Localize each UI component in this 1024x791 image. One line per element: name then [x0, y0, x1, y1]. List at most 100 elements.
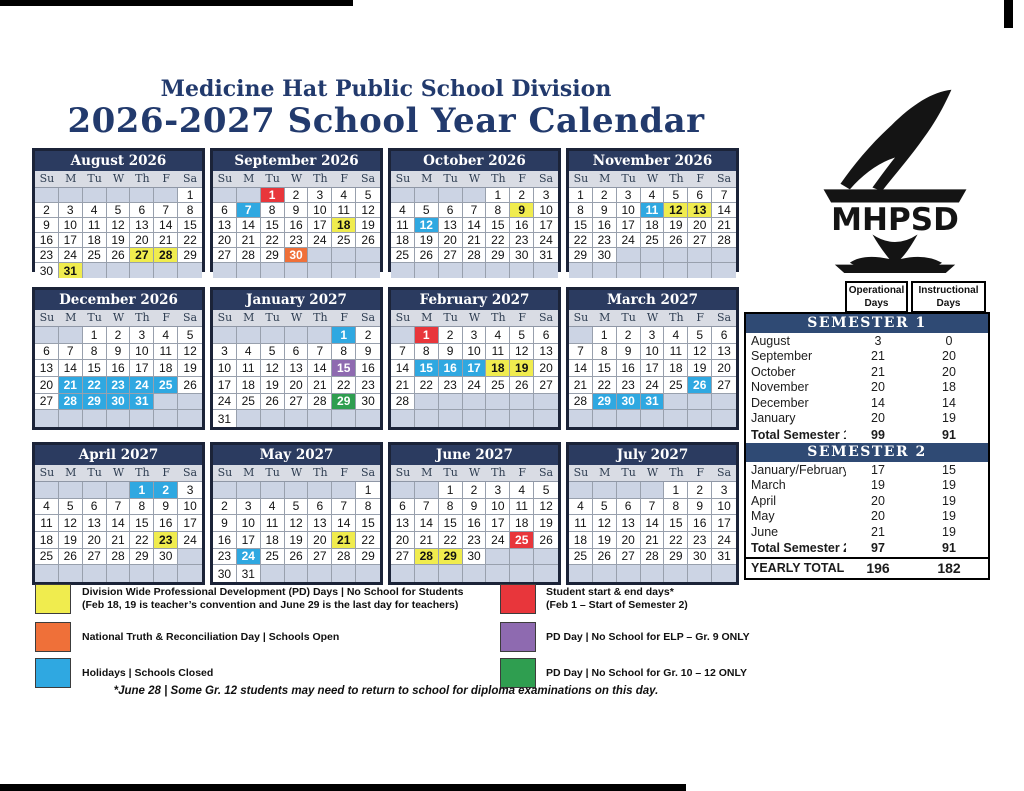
empty-cell: [82, 410, 107, 427]
legend-line: (Feb 18, 19 is teacher’s convention and …: [82, 599, 459, 611]
day-cell: 30: [688, 548, 713, 566]
operational-days-column-header: Operational Days: [845, 281, 908, 313]
day-cell: 8: [260, 203, 285, 218]
operational-days-value: 17: [871, 462, 885, 477]
day-cell-blue: 29: [592, 393, 617, 411]
day-cell: 18: [35, 531, 59, 549]
empty-cell: [438, 263, 463, 278]
month-title: April 2027: [35, 445, 202, 465]
summary-label: May: [751, 509, 775, 524]
day-cell: 19: [178, 360, 202, 377]
weekday-label: Tu: [87, 466, 102, 479]
weekday-label: Tu: [443, 172, 458, 185]
day-cell: 17: [236, 531, 261, 549]
empty-cell: [106, 263, 131, 278]
day-cell: 7: [391, 343, 415, 361]
day-cell: 12: [534, 498, 558, 516]
month-october-2026: October 2026 Su M Tu W Th F Sa 1 2 3 4 5 6 7 8 9 10 11 12 13…: [388, 148, 561, 278]
day-cell: 27: [712, 376, 736, 394]
summary-row: October 21 20: [746, 364, 988, 380]
empty-cell: [664, 393, 689, 411]
legend-line: (Feb 1 – Start of Semester 2): [546, 599, 688, 611]
day-cell: 20: [688, 218, 713, 233]
day-cell: 17: [213, 376, 237, 394]
month-may-2027: May 2027 Su M Tu W Th F Sa 1 2 3 4 5 6 7 8 9 10 11 12 13 14 15…: [210, 442, 383, 585]
empty-cell: [391, 327, 415, 344]
day-cell: 7: [414, 498, 439, 516]
weekday-header-row: Su M Tu W Th F Sa: [213, 465, 380, 482]
day-cell: 30: [592, 248, 617, 263]
day-cell: 4: [154, 327, 179, 344]
weekday-label: Th: [491, 311, 506, 324]
empty-cell: [308, 327, 333, 344]
weekday-label: Th: [313, 172, 328, 185]
empty-cell: [154, 410, 179, 427]
empty-cell: [569, 263, 593, 278]
instructional-days-value: 182: [937, 560, 961, 576]
legend-line: PD Day | No School for ELP – Gr. 9 ONLY: [546, 631, 750, 643]
empty-cell: [213, 263, 237, 278]
empty-cell: [35, 188, 59, 203]
day-cell-blue: 16: [438, 360, 463, 377]
empty-cell: [130, 188, 155, 203]
empty-cell: [106, 482, 131, 499]
empty-cell: [356, 248, 380, 263]
weekday-header-row: Su M Tu W Th F Sa: [35, 310, 202, 327]
empty-cell: [534, 410, 558, 427]
day-cell: 24: [712, 531, 736, 549]
logo-text: MHPSD: [831, 202, 959, 238]
day-cell: 1: [569, 188, 593, 203]
day-cell: 13: [712, 343, 736, 361]
empty-cell: [712, 410, 736, 427]
empty-cell: [154, 188, 179, 203]
summary-total-row: Total Semester 1 99 91: [746, 426, 988, 443]
weekday-label: Th: [491, 172, 506, 185]
empty-cell: [688, 565, 713, 582]
instructional-days-value: 19: [942, 524, 956, 539]
month-march-2027: March 2027 Su M Tu W Th F Sa 1 2 3 4 5 6 7 8 9 10 11 12 13 14…: [566, 287, 739, 430]
day-cell: 22: [130, 531, 155, 549]
days-summary-table: SEMESTER 1 August 3 0 September 21 20 October 2…: [744, 312, 990, 580]
empty-cell: [130, 410, 155, 427]
day-cell: 19: [356, 218, 380, 233]
day-cell: 13: [391, 515, 415, 532]
day-cell: 6: [82, 498, 107, 516]
weekday-label: Sa: [539, 466, 554, 479]
day-cell: 17: [534, 218, 558, 233]
day-cell: 14: [308, 360, 333, 377]
month-september-2026: September 2026 Su M Tu W Th F Sa 1 2 3 4 5 6 7 8 9 10 11 12…: [210, 148, 383, 278]
weekday-label: Su: [39, 466, 55, 479]
day-cell: 20: [391, 531, 415, 549]
day-cell: 11: [664, 343, 689, 361]
day-cell-yellow: 19: [510, 360, 535, 377]
day-cell: 7: [154, 203, 179, 218]
summary-row: December 14 14: [746, 395, 988, 411]
weekday-label: Su: [573, 466, 589, 479]
empty-cell: [82, 188, 107, 203]
day-cell: 23: [592, 233, 617, 248]
day-cell: 29: [260, 248, 285, 263]
day-cell: 27: [308, 548, 333, 566]
day-cell-yellow: 13: [688, 203, 713, 218]
month-title: August 2026: [35, 151, 202, 171]
weekday-label: M: [243, 466, 255, 479]
day-cell: 19: [58, 531, 83, 549]
day-grid: 1 2 3 4 5 6 7 8 9 10 11 12 13 14 15 16 17 18 19 20 21 22 23 24 2…: [35, 482, 202, 582]
day-cell: 8: [82, 343, 107, 361]
empty-cell: [82, 482, 107, 499]
day-cell-blue: 31: [640, 393, 665, 411]
day-cell: 24: [486, 531, 511, 549]
day-cell: 17: [712, 515, 736, 532]
empty-cell: [260, 263, 285, 278]
day-cell: 2: [213, 498, 237, 516]
day-cell: 26: [356, 233, 380, 248]
day-cell: 8: [569, 203, 593, 218]
day-cell: 19: [284, 531, 309, 549]
month-november-2026: November 2026 Su M Tu W Th F Sa 1 2 3 4 5 6 7 8 9 10 11 12 1…: [566, 148, 739, 278]
empty-cell: [178, 393, 202, 411]
division-name: Medicine Hat Public School Division: [160, 76, 612, 102]
empty-cell: [486, 565, 511, 582]
empty-cell: [35, 482, 59, 499]
empty-cell: [332, 248, 357, 263]
page-title: 2026-2027 School Year Calendar: [67, 101, 705, 141]
